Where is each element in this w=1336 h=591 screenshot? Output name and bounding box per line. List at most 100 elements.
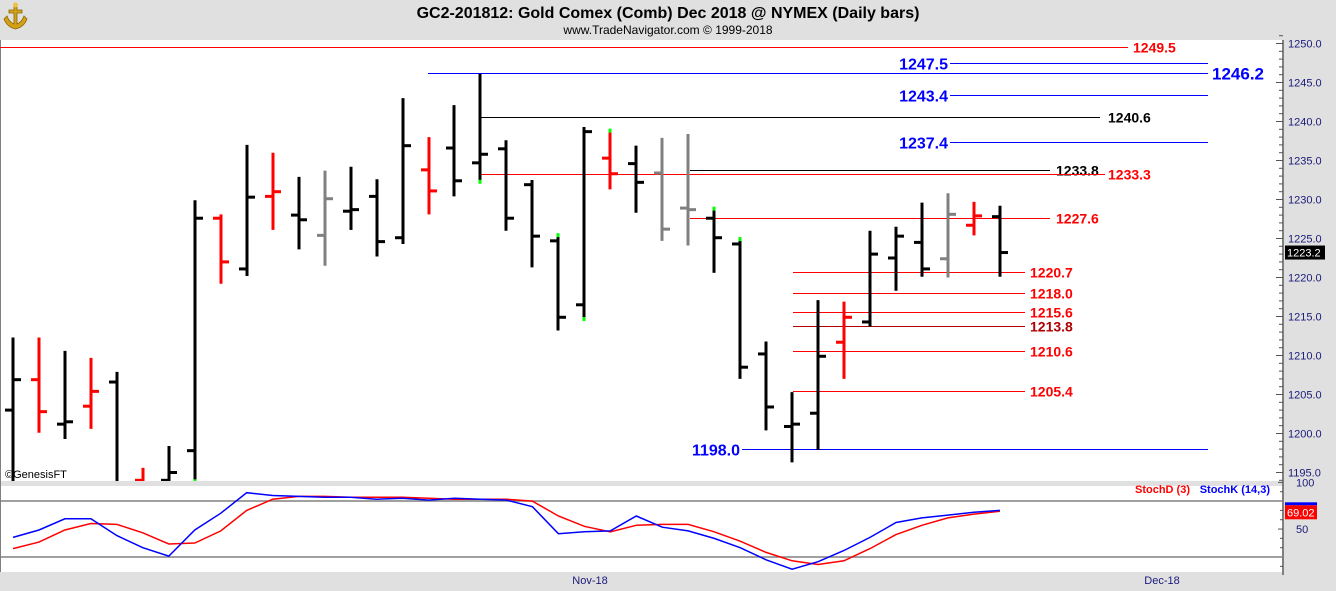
level-label: 1215.6 [1030,305,1073,321]
y-tick-label: 1220.0 [1288,273,1322,285]
level-label: 1246.2 [1212,65,1264,84]
price-levels: 1249.5 1247.5 1246.2 1243.4 1240.6 1237.4 1233… [0,40,1264,459]
price-level-1243.4: 1243.4 [899,88,1208,105]
y-tick-label: 1195.0 [1288,468,1321,480]
price-level-1218.0: 1218.0 [793,286,1073,302]
y-tick-label: 1225.0 [1288,234,1322,246]
ohlc-bar [5,337,21,481]
stochastic-pane [0,486,1283,572]
ohlc-bar [524,180,540,268]
ohlc-bar [446,105,462,197]
ohlc-bar [213,214,229,284]
level-label: 1213.8 [1030,319,1073,335]
level-label: 1233.8 [1056,163,1099,179]
level-label: 1220.7 [1030,265,1073,281]
ohlc-bar [784,392,800,463]
ohlc-bar [966,201,982,236]
ohlc-bar [836,301,852,379]
genesis-watermark: ©GenesisFT [5,469,67,481]
ohlc-bar [914,202,930,277]
bar-marker [556,233,560,238]
stochastic-axis: 100 50 69.02 [1278,477,1317,567]
ohlc-bar [135,467,145,481]
ohlc-bar [239,144,255,276]
chart-subtitle: www.TradeNavigator.com © 1999-2018 [562,23,772,37]
ohlc-bar [992,205,1008,277]
level-label: 1198.0 [692,442,740,459]
price-level-1246.2: 1246.2 [428,65,1264,84]
ohlc-bar [550,233,566,331]
price-axis: 1250.0 1245.0 1240.0 1235.0 1230.0 1225.0 1220… [1276,35,1325,481]
ohlc-bar [654,137,670,241]
price-level-1198.0: 1198.0 [692,442,1208,459]
ohlc-bar [758,341,774,431]
price-level-1220.7: 1220.7 [793,265,1073,281]
price-level-1210.6: 1210.6 [793,344,1073,360]
price-level-1247.5: 1247.5 [899,56,1208,73]
bar-marker [712,206,716,211]
ohlc-bar [31,337,47,433]
price-pane [0,40,1283,481]
ohlc-bar [317,170,333,266]
ohlc-bar [187,200,203,481]
x-tick-label: Nov-18 [572,575,607,587]
ohlc-bar [291,176,307,250]
ohlc-bar [810,300,826,450]
price-level-1215.6: 1215.6 [793,305,1073,321]
level-label: 1240.6 [1108,110,1151,126]
ohlc-bar [395,98,411,244]
ohlc-bar [888,226,904,291]
legend-stochd: StochD (3) [1135,484,1190,496]
level-label: 1227.6 [1056,211,1099,227]
stoch-line-stochd [12,495,1000,566]
ohlc-bar [680,133,696,246]
level-label: 1249.5 [1133,40,1176,56]
bar-marker [738,237,742,242]
x-tick-label: Dec-18 [1144,575,1179,587]
ohlc-bar [706,206,722,273]
level-label: 1247.5 [899,56,948,73]
ohlc-bar [83,357,99,429]
last-price-label: 1223.2 [1287,248,1321,260]
ohlc-bar [498,140,514,231]
ohlc-bar [472,73,488,184]
ohlc-bar [576,126,592,322]
bar-marker [582,317,586,322]
level-label: 1237.4 [899,135,948,152]
stochk-value-marker [1285,502,1317,506]
y-tick-label: 1205.0 [1288,390,1322,402]
price-level-1227.6: 1227.6 [690,211,1099,227]
level-label: 1205.4 [1030,384,1073,400]
y-tick-label: 1230.0 [1288,195,1322,207]
ohlc-bar [369,179,385,257]
price-level-1240.6: 1240.6 [481,110,1151,126]
ohlc-bar [161,445,177,481]
last-value-label: 69.02 [1287,507,1315,519]
ohlc-bar [602,128,618,190]
y-tick-label: 1240.0 [1288,117,1322,129]
ohlc-bar [109,371,119,481]
price-level-1249.5: 1249.5 [0,40,1176,56]
y-tick-label: 100 [1296,477,1314,489]
gold-anchor-logo-icon [3,2,28,30]
chart-title: GC2-201812: Gold Comex (Comb) Dec 2018 @… [417,5,920,22]
ohlc-bar [265,152,281,230]
legend-stochk: StochK (14,3) [1200,484,1271,496]
y-tick-label: 1235.0 [1288,156,1322,168]
ohlc-bar [940,193,956,278]
level-label: 1233.3 [1108,167,1151,183]
ohlc-bar [628,145,644,213]
last-value-box [1285,505,1317,520]
ohlc-bar [421,137,437,215]
level-label: 1218.0 [1030,286,1073,302]
last-price-box [1285,245,1325,260]
ohlc-bars [5,73,1008,481]
bar-marker [608,128,612,133]
price-level-1213.8: 1213.8 [793,319,1073,335]
y-tick-label: 1210.0 [1288,351,1322,363]
y-tick-label: 1245.0 [1288,78,1322,90]
price-level-1205.4: 1205.4 [793,384,1073,400]
ohlc-bar [343,166,359,230]
ohlc-bar [57,350,73,439]
